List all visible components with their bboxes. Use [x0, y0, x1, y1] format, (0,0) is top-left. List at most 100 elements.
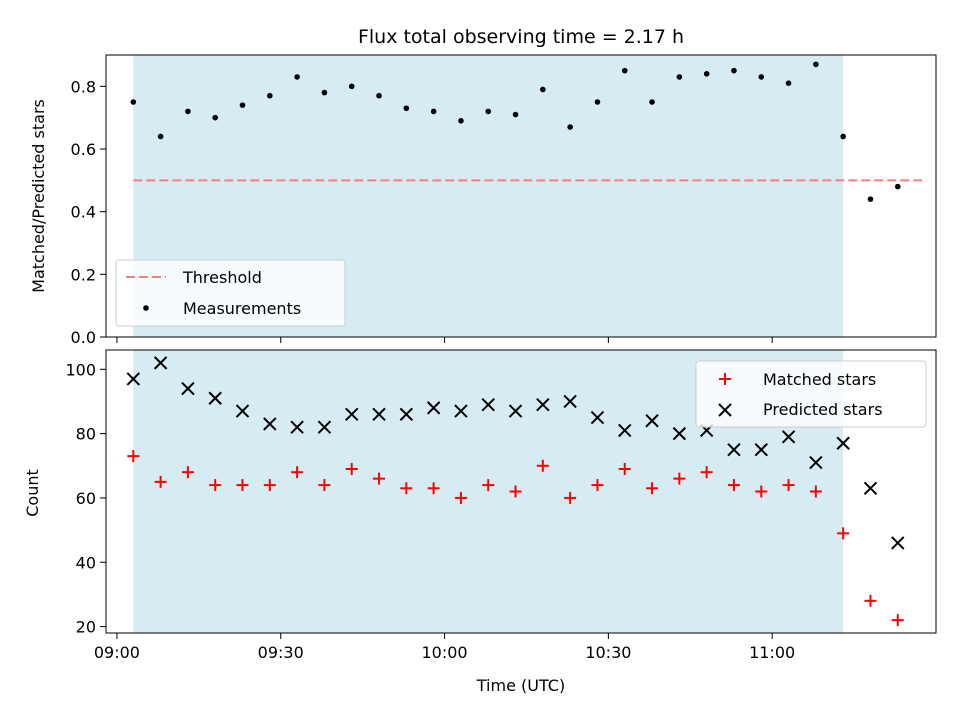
predicted-star-point	[809, 455, 823, 470]
predicted-star-point	[426, 401, 441, 415]
matched-star-point	[673, 472, 686, 485]
predicted-star-point	[508, 404, 523, 418]
bottom-y-tick-label: 40	[76, 553, 96, 572]
top-panel: 0.00.20.40.60.8 Matched/Predicted stars …	[29, 54, 937, 347]
measurement-point	[867, 196, 874, 202]
matched-star-point	[345, 462, 358, 475]
matched-star-point	[509, 485, 522, 498]
measurement-point	[703, 71, 710, 77]
bottom-x-tick-label: 11:00	[749, 643, 795, 662]
bottom-y-ticks: 20 40 60 80 100	[65, 360, 106, 637]
measurement-point	[403, 105, 410, 112]
predicted-star-point	[891, 536, 905, 550]
predicted-star-point	[263, 417, 277, 431]
matched-star-point	[782, 479, 795, 492]
predicted-star-point	[317, 420, 332, 434]
legend-predicted-label: Predicted stars	[763, 400, 883, 419]
predicted-star-point	[618, 423, 632, 438]
bottom-legend: Matched stars Predicted stars	[695, 360, 927, 428]
measurements-series	[130, 61, 901, 202]
predicted-star-point	[863, 481, 878, 495]
measurement-point	[267, 92, 273, 99]
measurement-point	[239, 102, 246, 108]
matched-star-point	[700, 466, 713, 479]
predicted-star-point	[536, 397, 550, 412]
predicted-star-point	[590, 410, 605, 425]
predicted-star-point	[235, 404, 250, 418]
matched-stars-series	[127, 450, 904, 627]
matched-star-point	[318, 479, 331, 492]
legend-threshold-label: Threshold	[182, 268, 262, 287]
predicted-star-point	[727, 442, 741, 457]
measurement-point	[540, 86, 546, 93]
matched-star-point	[209, 479, 222, 492]
predicted-star-point	[290, 420, 304, 434]
matched-star-point	[427, 482, 440, 495]
measurement-point	[731, 67, 737, 74]
measurement-point	[649, 99, 655, 105]
top-y-tick-label: 0.4	[71, 203, 96, 222]
bottom-x-tick-label: 09:00	[94, 643, 140, 662]
matched-star-point	[454, 491, 467, 504]
predicted-star-point	[153, 356, 168, 370]
predicted-star-point	[399, 407, 414, 422]
top-x-ticks	[116, 337, 773, 343]
predicted-star-point	[126, 372, 141, 386]
top-legend-box	[115, 259, 346, 327]
measurement-point	[157, 133, 164, 140]
measurement-point	[594, 99, 601, 105]
bottom-y-tick-label: 20	[76, 618, 96, 637]
bottom-y-axis-label: Count	[23, 469, 42, 517]
predicted-star-point	[645, 414, 659, 428]
predicted-star-point	[181, 381, 195, 396]
measurement-point	[376, 92, 382, 99]
measurement-point	[621, 67, 628, 74]
matched-star-point	[646, 482, 659, 495]
chart-title: Flux total observing time = 2.17 h	[358, 26, 684, 48]
matched-star-point	[591, 479, 604, 492]
matched-star-point	[127, 450, 140, 463]
measurement-point	[485, 108, 492, 115]
measurement-point	[785, 80, 792, 86]
predicted-star-point	[454, 404, 468, 418]
bottom-x-tick-label: 10:30	[585, 643, 631, 662]
matched-star-point	[536, 459, 549, 472]
bottom-x-ticks: 09:00 09:30 10:00 10:30 11:00	[94, 633, 795, 662]
top-plot-frame	[105, 54, 937, 338]
predicted-star-point	[345, 407, 359, 422]
matched-star-point	[482, 479, 495, 492]
legend-matched-label: Matched stars	[763, 370, 876, 389]
measurement-point	[813, 61, 819, 68]
matched-star-point	[263, 479, 276, 492]
bottom-y-tick-label: 60	[76, 489, 96, 508]
bottom-panel: 20 40 60 80 100 09:00 09:30 10:00 10:30 11:00 Co…	[23, 349, 937, 695]
bottom-y-tick-label: 80	[76, 425, 96, 444]
measurement-point	[512, 111, 519, 118]
predicted-star-point	[836, 436, 850, 450]
top-y-ticks: 0.0 0.2 0.4 0.6 0.8	[71, 77, 106, 347]
predicted-star-point	[208, 391, 222, 405]
top-y-tick-label: 0.0	[71, 328, 96, 347]
measurement-point	[458, 118, 464, 124]
top-y-tick-label: 0.6	[71, 140, 96, 159]
matched-star-point	[891, 614, 904, 627]
measurement-point	[321, 89, 328, 96]
measurement-point	[894, 183, 901, 190]
bottom-x-tick-label: 10:00	[421, 643, 467, 662]
top-y-axis-label: Matched/Predicted stars	[29, 99, 48, 293]
predicted-star-point	[781, 430, 796, 444]
legend-matched-swatch	[719, 373, 731, 385]
matched-star-point	[564, 491, 577, 504]
measurement-point	[348, 83, 355, 90]
matched-star-point	[618, 462, 631, 475]
matched-star-point	[373, 472, 386, 485]
legend-measurements-swatch	[143, 305, 149, 311]
measurement-point	[130, 99, 137, 105]
matched-star-point	[236, 479, 249, 492]
matched-star-point	[400, 482, 413, 495]
predicted-stars-series	[126, 356, 905, 550]
measurement-point	[185, 108, 191, 115]
measurement-point	[676, 74, 683, 80]
bottom-y-tick-label: 100	[65, 360, 96, 379]
